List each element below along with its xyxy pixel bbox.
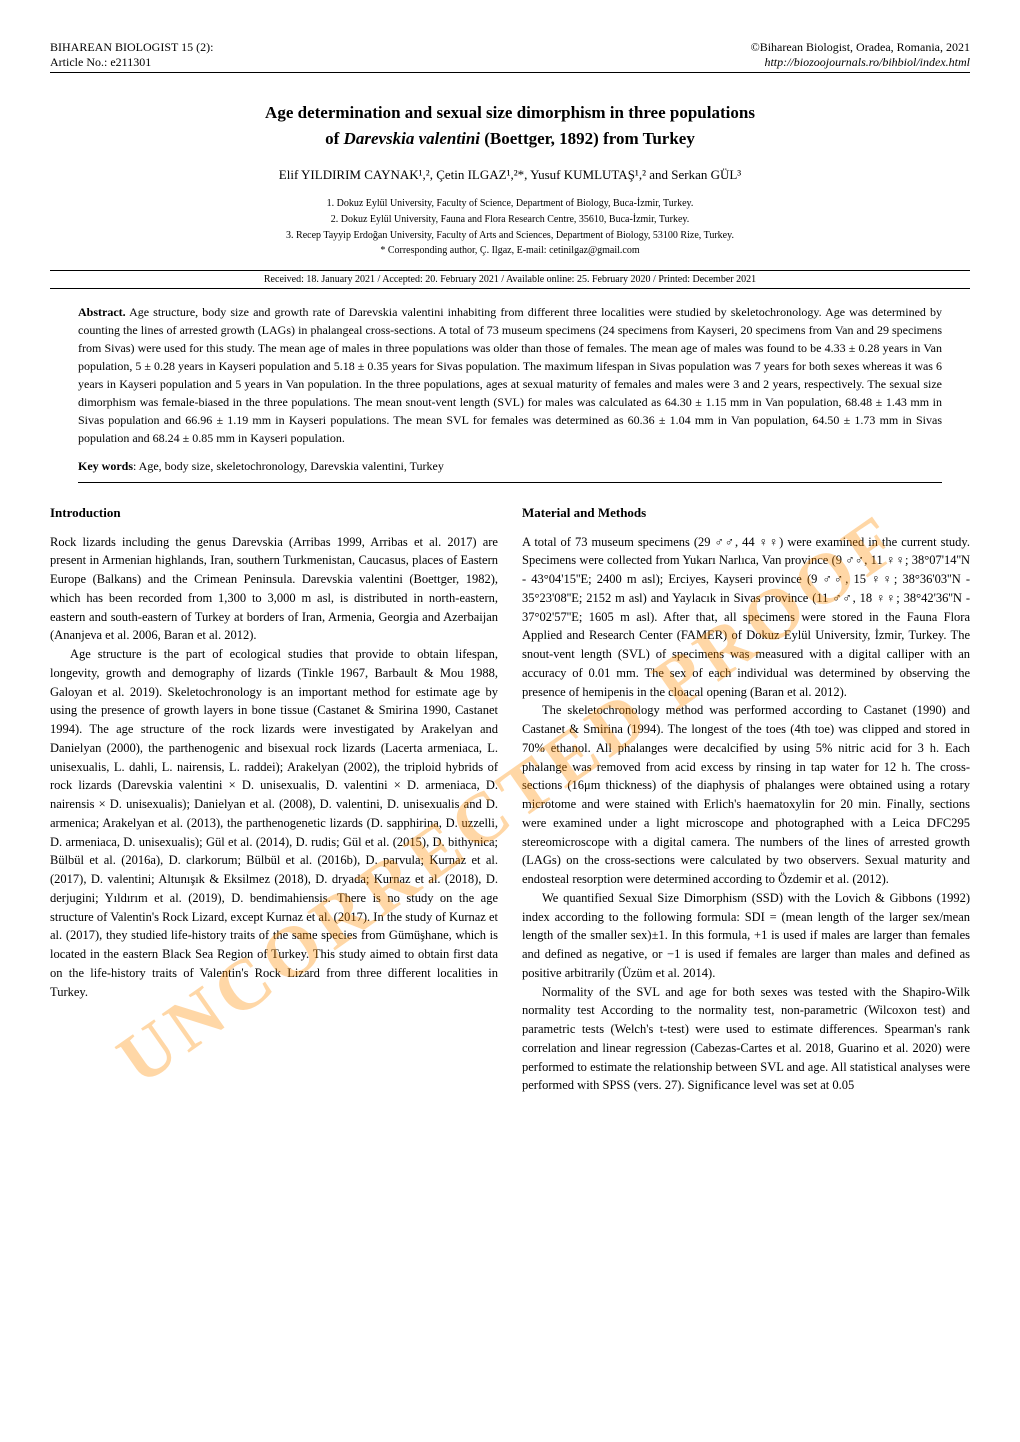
keywords-text: : Age, body size, skeletochronology, Dar… (133, 459, 444, 473)
body-columns: UNCORRECTED PROOF Introduction Rock liza… (50, 503, 970, 1095)
header-left: BIHAREAN BIOLOGIST 15 (2): Article No.: … (50, 40, 213, 70)
affiliation-2: 2. Dokuz Eylül University, Fauna and Flo… (50, 213, 970, 227)
methods-para-2: The skeletochronology method was perform… (522, 701, 970, 889)
methods-para-1: A total of 73 museum specimens (29 ♂♂, 4… (522, 533, 970, 702)
title-suffix: (Boettger, 1892) from Turkey (480, 129, 695, 148)
journal-volume: 15 (2): (181, 40, 213, 54)
intro-para-1: Rock lizards including the genus Darevsk… (50, 533, 498, 646)
left-column: Introduction Rock lizards including the … (50, 503, 498, 1095)
methods-para-3: We quantified Sexual Size Dimorphism (SS… (522, 889, 970, 983)
intro-para-2: Age structure is the part of ecological … (50, 645, 498, 1001)
abstract-label: Abstract. (78, 305, 126, 319)
methods-para-4: Normality of the SVL and age for both se… (522, 983, 970, 1096)
header-right: ©Biharean Biologist, Oradea, Romania, 20… (751, 40, 970, 70)
right-column: Material and Methods A total of 73 museu… (522, 503, 970, 1095)
keywords-label: Key words (78, 459, 133, 473)
title-prefix: of (325, 129, 343, 148)
introduction-heading: Introduction (50, 503, 498, 523)
article-title-line2: of Darevskia valentini (Boettger, 1892) … (50, 129, 970, 149)
journal-url[interactable]: http://biozoojournals.ro/bihbiol/index.h… (764, 55, 970, 69)
abstract: Abstract. Age structure, body size and g… (78, 303, 942, 447)
article-number: Article No.: e211301 (50, 55, 151, 69)
methods-heading: Material and Methods (522, 503, 970, 523)
abstract-text: Age structure, body size and growth rate… (78, 305, 942, 445)
corresponding-author: * Corresponding author, Ç. Ilgaz, E-mail… (50, 245, 970, 256)
dates-box: Received: 18. January 2021 / Accepted: 2… (50, 270, 970, 289)
journal-copyright: ©Biharean Biologist, Oradea, Romania, 20… (751, 40, 970, 54)
affiliation-3: 3. Recep Tayyip Erdoğan University, Facu… (50, 229, 970, 243)
affiliation-1: 1. Dokuz Eylül University, Faculty of Sc… (50, 197, 970, 211)
journal-name: BIHAREAN BIOLOGIST (50, 40, 178, 54)
title-species: Darevskia valentini (344, 129, 480, 148)
keywords: Key words: Age, body size, skeletochrono… (78, 459, 942, 483)
journal-header: BIHAREAN BIOLOGIST 15 (2): Article No.: … (50, 40, 970, 73)
article-title-line1: Age determination and sexual size dimorp… (50, 103, 970, 123)
authors: Elif YILDIRIM CAYNAK¹,², Çetin ILGAZ¹,²*… (50, 167, 970, 183)
